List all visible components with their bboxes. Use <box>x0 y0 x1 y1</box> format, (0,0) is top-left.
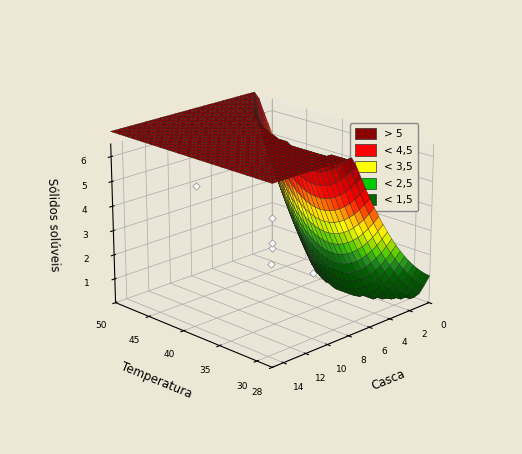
Legend: > 5, < 4,5, < 3,5, < 2,5, < 1,5: > 5, < 4,5, < 3,5, < 2,5, < 1,5 <box>350 123 418 211</box>
Y-axis label: Temperatura: Temperatura <box>118 360 193 400</box>
X-axis label: Casca: Casca <box>370 367 407 393</box>
